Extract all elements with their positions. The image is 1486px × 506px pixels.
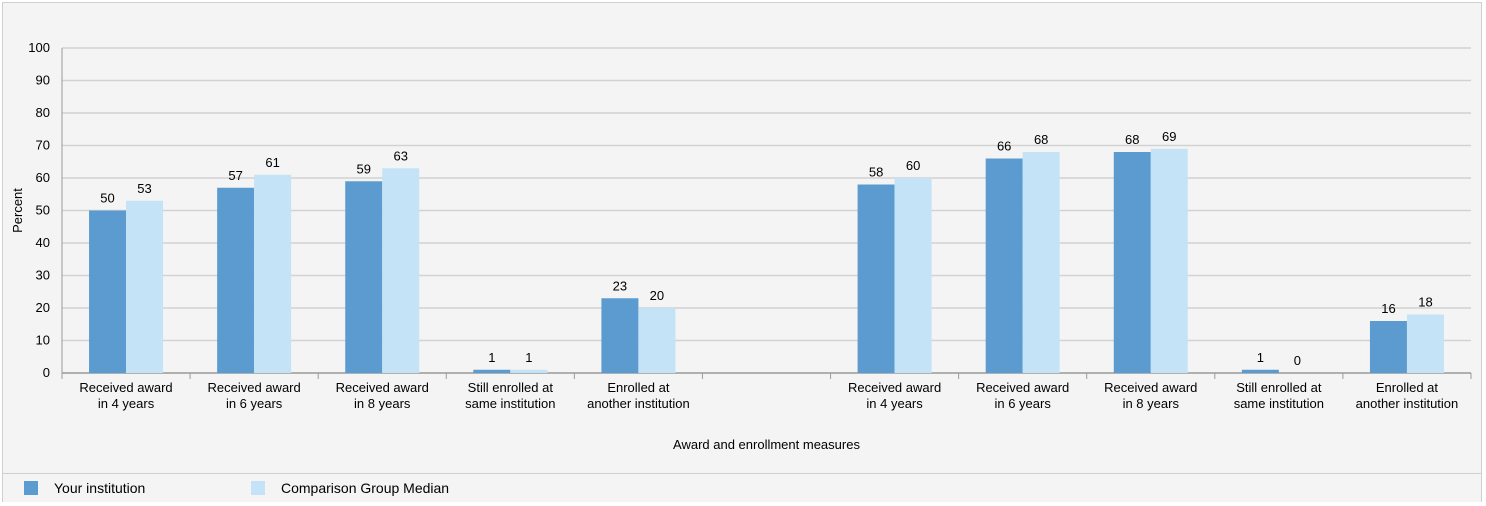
data-label: 1 [488, 350, 495, 365]
y-tick-label: 30 [36, 268, 50, 283]
bar [1369, 321, 1407, 373]
data-label: 1 [1257, 350, 1264, 365]
y-tick-label: 20 [36, 300, 50, 315]
bar [345, 181, 383, 373]
bar [1150, 148, 1188, 373]
x-tick-label: same institution [465, 396, 555, 411]
y-tick-label: 70 [36, 138, 50, 153]
legend-label-your-institution: Your institution [54, 480, 146, 496]
x-tick-label: same institution [1234, 396, 1324, 411]
x-tick-label: Still enrolled at [1236, 380, 1322, 395]
x-tick-label: Still enrolled at [468, 380, 554, 395]
x-tick-label: Received award [1104, 380, 1197, 395]
data-label: 60 [906, 158, 920, 173]
data-label: 53 [137, 181, 151, 196]
y-tick-label: 80 [36, 105, 50, 120]
data-label: 58 [869, 165, 883, 180]
data-label: 23 [613, 278, 627, 293]
y-tick-label: 100 [28, 40, 50, 55]
x-tick-label: Received award [79, 380, 172, 395]
bar [217, 187, 255, 373]
legend-item-comparison-group-median: Comparison Group Median [251, 480, 449, 496]
bar [382, 168, 420, 373]
legend-swatch-your-institution [24, 481, 38, 495]
data-label: 66 [997, 139, 1011, 154]
data-label: 16 [1381, 301, 1395, 316]
y-axis-title: Percent [10, 188, 25, 233]
x-tick-label: in 8 years [1123, 396, 1180, 411]
x-tick-label: in 6 years [226, 396, 283, 411]
y-tick-label: 50 [36, 203, 50, 218]
data-label: 61 [265, 155, 279, 170]
x-tick-label: in 8 years [354, 396, 411, 411]
legend-swatch-comparison-group-median [251, 481, 265, 495]
x-tick-label: in 6 years [994, 396, 1051, 411]
bar [1241, 369, 1279, 373]
legend-label-comparison-group-median: Comparison Group Median [281, 480, 450, 496]
x-tick-label: Enrolled at [607, 380, 670, 395]
bars [89, 148, 1444, 373]
y-tick-label: 60 [36, 170, 50, 185]
x-tick-label: in 4 years [98, 396, 155, 411]
x-tick-label: Received award [208, 380, 301, 395]
x-tick-label: Received award [848, 380, 941, 395]
bar [126, 200, 164, 373]
gridlines [61, 47, 1471, 374]
y-tick-label: 90 [36, 73, 50, 88]
data-label: 69 [1162, 129, 1176, 144]
bar [894, 178, 932, 373]
data-label: 59 [356, 161, 370, 176]
data-label: 63 [393, 148, 407, 163]
bar [254, 174, 292, 373]
data-label: 50 [100, 191, 114, 206]
bar [1022, 152, 1060, 373]
y-tick-label: 0 [43, 365, 50, 380]
data-label: 68 [1034, 132, 1048, 147]
x-tick-label: another institution [587, 396, 690, 411]
x-tick-label: Enrolled at [1376, 380, 1439, 395]
y-tick-label: 40 [36, 235, 50, 250]
bar [473, 369, 511, 373]
bar [1113, 152, 1151, 373]
data-label: 57 [228, 168, 242, 183]
bar [510, 369, 548, 373]
x-tick-label: another institution [1356, 396, 1459, 411]
bar [89, 210, 127, 373]
data-label: 68 [1125, 132, 1139, 147]
data-label: 20 [650, 288, 664, 303]
legend-item-your-institution: Your institution [24, 480, 145, 496]
bar [638, 308, 676, 373]
x-tick-label: Received award [976, 380, 1069, 395]
x-tick-label: Received award [336, 380, 429, 395]
x-axis-title: Award and enrollment measures [673, 437, 860, 452]
legend: Your institution Comparison Group Median [3, 473, 1481, 502]
y-axis-ticks: 0 10 20 30 40 50 60 70 80 90 100 [28, 40, 50, 380]
y-tick-label: 10 [36, 333, 50, 348]
bar [1406, 314, 1444, 373]
data-labels: 50 57 59 1 23 58 66 68 1 16 53 61 63 1 20 60 68 69 0 18 [100, 129, 1432, 368]
data-label: 1 [525, 350, 532, 365]
data-label: 0 [1294, 353, 1301, 368]
bar [601, 298, 639, 373]
data-label: 18 [1418, 295, 1432, 310]
x-tick-label: in 4 years [866, 396, 923, 411]
bar [857, 184, 895, 373]
bar [985, 158, 1023, 373]
